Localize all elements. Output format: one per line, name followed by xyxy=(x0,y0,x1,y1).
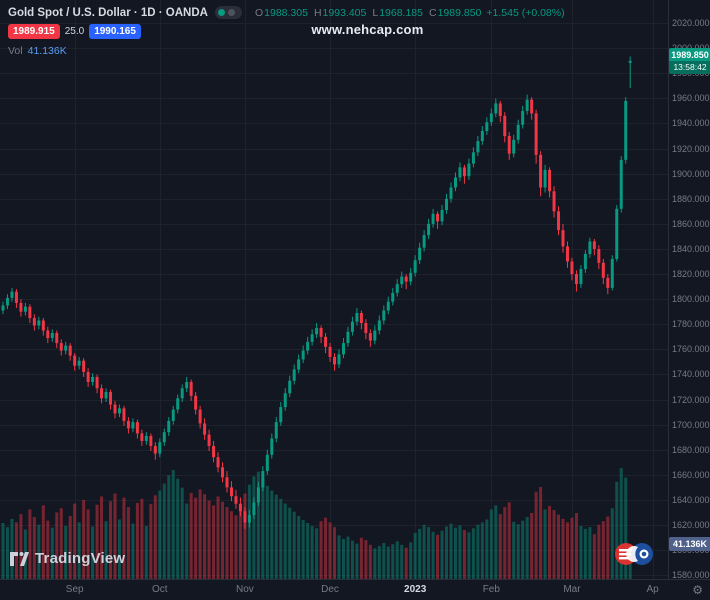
price-tick-label: 1700.000 xyxy=(672,419,710,430)
time-axis-label: 2023 xyxy=(404,584,427,595)
volume-value: 41.136K xyxy=(27,45,67,57)
price-tick-label: 1800.000 xyxy=(672,294,710,305)
toggle-dot-icon xyxy=(227,9,235,16)
tradingview-logo[interactable]: TradingView xyxy=(10,550,125,567)
low-label: L xyxy=(372,6,379,19)
time-axis-label: Feb xyxy=(482,584,500,595)
price-tick-label: 1860.000 xyxy=(672,218,710,229)
price-tick-label: 1760.000 xyxy=(672,344,710,355)
last-price-value: 1989.850 xyxy=(671,49,709,60)
price-tick-label: 1820.000 xyxy=(672,269,710,280)
price-axis[interactable]: 1989.850 13:58:42 41.136K 2020.0002000.0… xyxy=(668,0,710,581)
candlestick-chart-canvas[interactable] xyxy=(0,0,668,579)
volume-label: Vol xyxy=(8,45,23,57)
price-tick-label: 1960.000 xyxy=(672,93,710,104)
tradingview-icon xyxy=(10,551,29,566)
bid-ask-row: 1989.915 25.0 1990.165 xyxy=(8,24,565,39)
price-tick-label: 2020.000 xyxy=(672,18,710,29)
price-tick-label: 1940.000 xyxy=(672,118,710,129)
live-data-toggle[interactable] xyxy=(214,6,242,19)
sell-bid-button[interactable]: 1989.915 xyxy=(8,24,60,39)
last-price-badge: 1989.850 13:58:42 xyxy=(669,47,710,74)
price-tick-label: 1740.000 xyxy=(672,369,710,380)
open-value: 1988.305 xyxy=(264,6,308,19)
price-tick-label: 1580.000 xyxy=(672,570,710,581)
price-tick-label: 1660.000 xyxy=(672,469,710,480)
time-axis-label: Sep xyxy=(65,584,84,595)
settings-gear-icon[interactable]: ⚙ xyxy=(692,583,703,597)
legend-row-symbol: Gold Spot / U.S. Dollar · 1D · OANDA O 1… xyxy=(8,6,565,19)
time-axis-label: Oct xyxy=(152,584,168,595)
price-tick-label: 1620.000 xyxy=(672,520,710,531)
low-value: 1968.185 xyxy=(379,6,423,19)
time-axis-label: Nov xyxy=(236,584,254,595)
volume-axis-badge: 41.136K xyxy=(669,536,710,551)
ohlc-values: O 1988.305 H 1993.405 L 1968.185 C 1989.… xyxy=(249,7,565,19)
price-tick-label: 1680.000 xyxy=(672,444,710,455)
price-chart-pane: www.nehcap.com Gold Spot / U.S. Dollar ·… xyxy=(0,0,668,579)
time-axis-label: Ap xyxy=(646,584,659,595)
open-label: O xyxy=(254,6,264,19)
price-tick-label: 1640.000 xyxy=(672,494,710,505)
live-dot-icon xyxy=(217,9,225,16)
watermark-url: www.nehcap.com xyxy=(311,22,424,37)
time-axis-label: Dec xyxy=(321,584,339,595)
price-tick-label: 1720.000 xyxy=(672,394,710,405)
tradingview-label: TradingView xyxy=(35,550,126,567)
site-logo xyxy=(614,542,654,571)
time-axis[interactable]: Sep Oct Nov Dec 2023 Feb Mar Ap xyxy=(0,579,668,600)
symbol-title[interactable]: Gold Spot / U.S. Dollar · 1D · OANDA xyxy=(8,6,208,19)
countdown-timer: 13:58:42 xyxy=(669,60,710,74)
legend: Gold Spot / U.S. Dollar · 1D · OANDA O 1… xyxy=(8,6,565,57)
price-tick-label: 1780.000 xyxy=(672,319,710,330)
price-tick-label: 1900.000 xyxy=(672,168,710,179)
axis-corner: ⚙ xyxy=(668,579,710,600)
price-tick-label: 1920.000 xyxy=(672,143,710,154)
high-label: H xyxy=(313,6,322,19)
price-change: +1.545 (+0.08%) xyxy=(486,6,565,19)
buy-ask-button[interactable]: 1990.165 xyxy=(89,24,141,39)
close-value: 1989.850 xyxy=(437,6,482,19)
time-axis-label: Mar xyxy=(563,584,581,595)
price-tick-label: 1840.000 xyxy=(672,243,710,254)
price-tick-label: 1880.000 xyxy=(672,193,710,204)
volume-indicator-row: Vol 41.136K xyxy=(8,45,565,57)
spread-value: 25.0 xyxy=(64,26,85,37)
high-value: 1993.405 xyxy=(322,6,367,19)
close-label: C xyxy=(428,6,437,19)
